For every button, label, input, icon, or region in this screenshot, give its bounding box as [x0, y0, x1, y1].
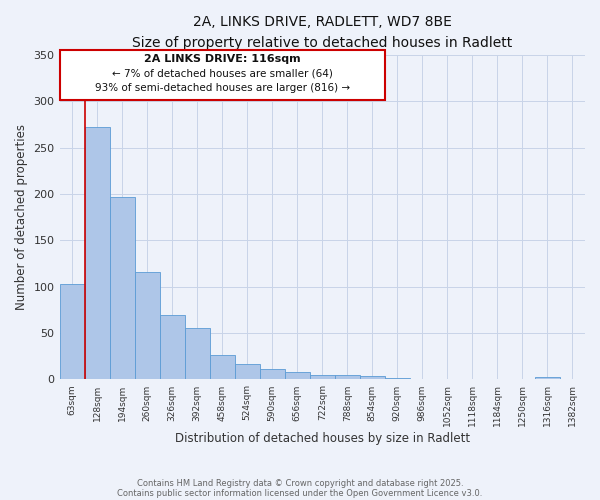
Bar — [360, 376, 385, 380]
Bar — [410, 378, 435, 380]
Bar — [160, 316, 185, 380]
Bar — [235, 364, 260, 380]
Text: 2A LINKS DRIVE: 116sqm: 2A LINKS DRIVE: 116sqm — [144, 54, 301, 64]
X-axis label: Distribution of detached houses by size in Radlett: Distribution of detached houses by size … — [175, 432, 470, 445]
Bar — [435, 378, 460, 380]
Bar — [134, 272, 160, 380]
Bar — [385, 378, 410, 380]
Bar — [485, 378, 510, 380]
Bar — [85, 128, 110, 380]
Bar — [110, 197, 134, 380]
Bar — [535, 376, 560, 380]
Bar — [310, 375, 335, 380]
Bar — [285, 372, 310, 380]
Title: 2A, LINKS DRIVE, RADLETT, WD7 8BE
Size of property relative to detached houses i: 2A, LINKS DRIVE, RADLETT, WD7 8BE Size o… — [132, 15, 512, 50]
Bar — [209, 356, 235, 380]
Bar — [260, 370, 285, 380]
Text: 93% of semi-detached houses are larger (816) →: 93% of semi-detached houses are larger (… — [95, 83, 350, 93]
Bar — [335, 375, 360, 380]
Text: ← 7% of detached houses are smaller (64): ← 7% of detached houses are smaller (64) — [112, 69, 333, 79]
Text: Contains HM Land Registry data © Crown copyright and database right 2025.: Contains HM Land Registry data © Crown c… — [137, 478, 463, 488]
Y-axis label: Number of detached properties: Number of detached properties — [15, 124, 28, 310]
Bar — [59, 284, 85, 380]
Text: Contains public sector information licensed under the Open Government Licence v3: Contains public sector information licen… — [118, 488, 482, 498]
Bar — [185, 328, 209, 380]
